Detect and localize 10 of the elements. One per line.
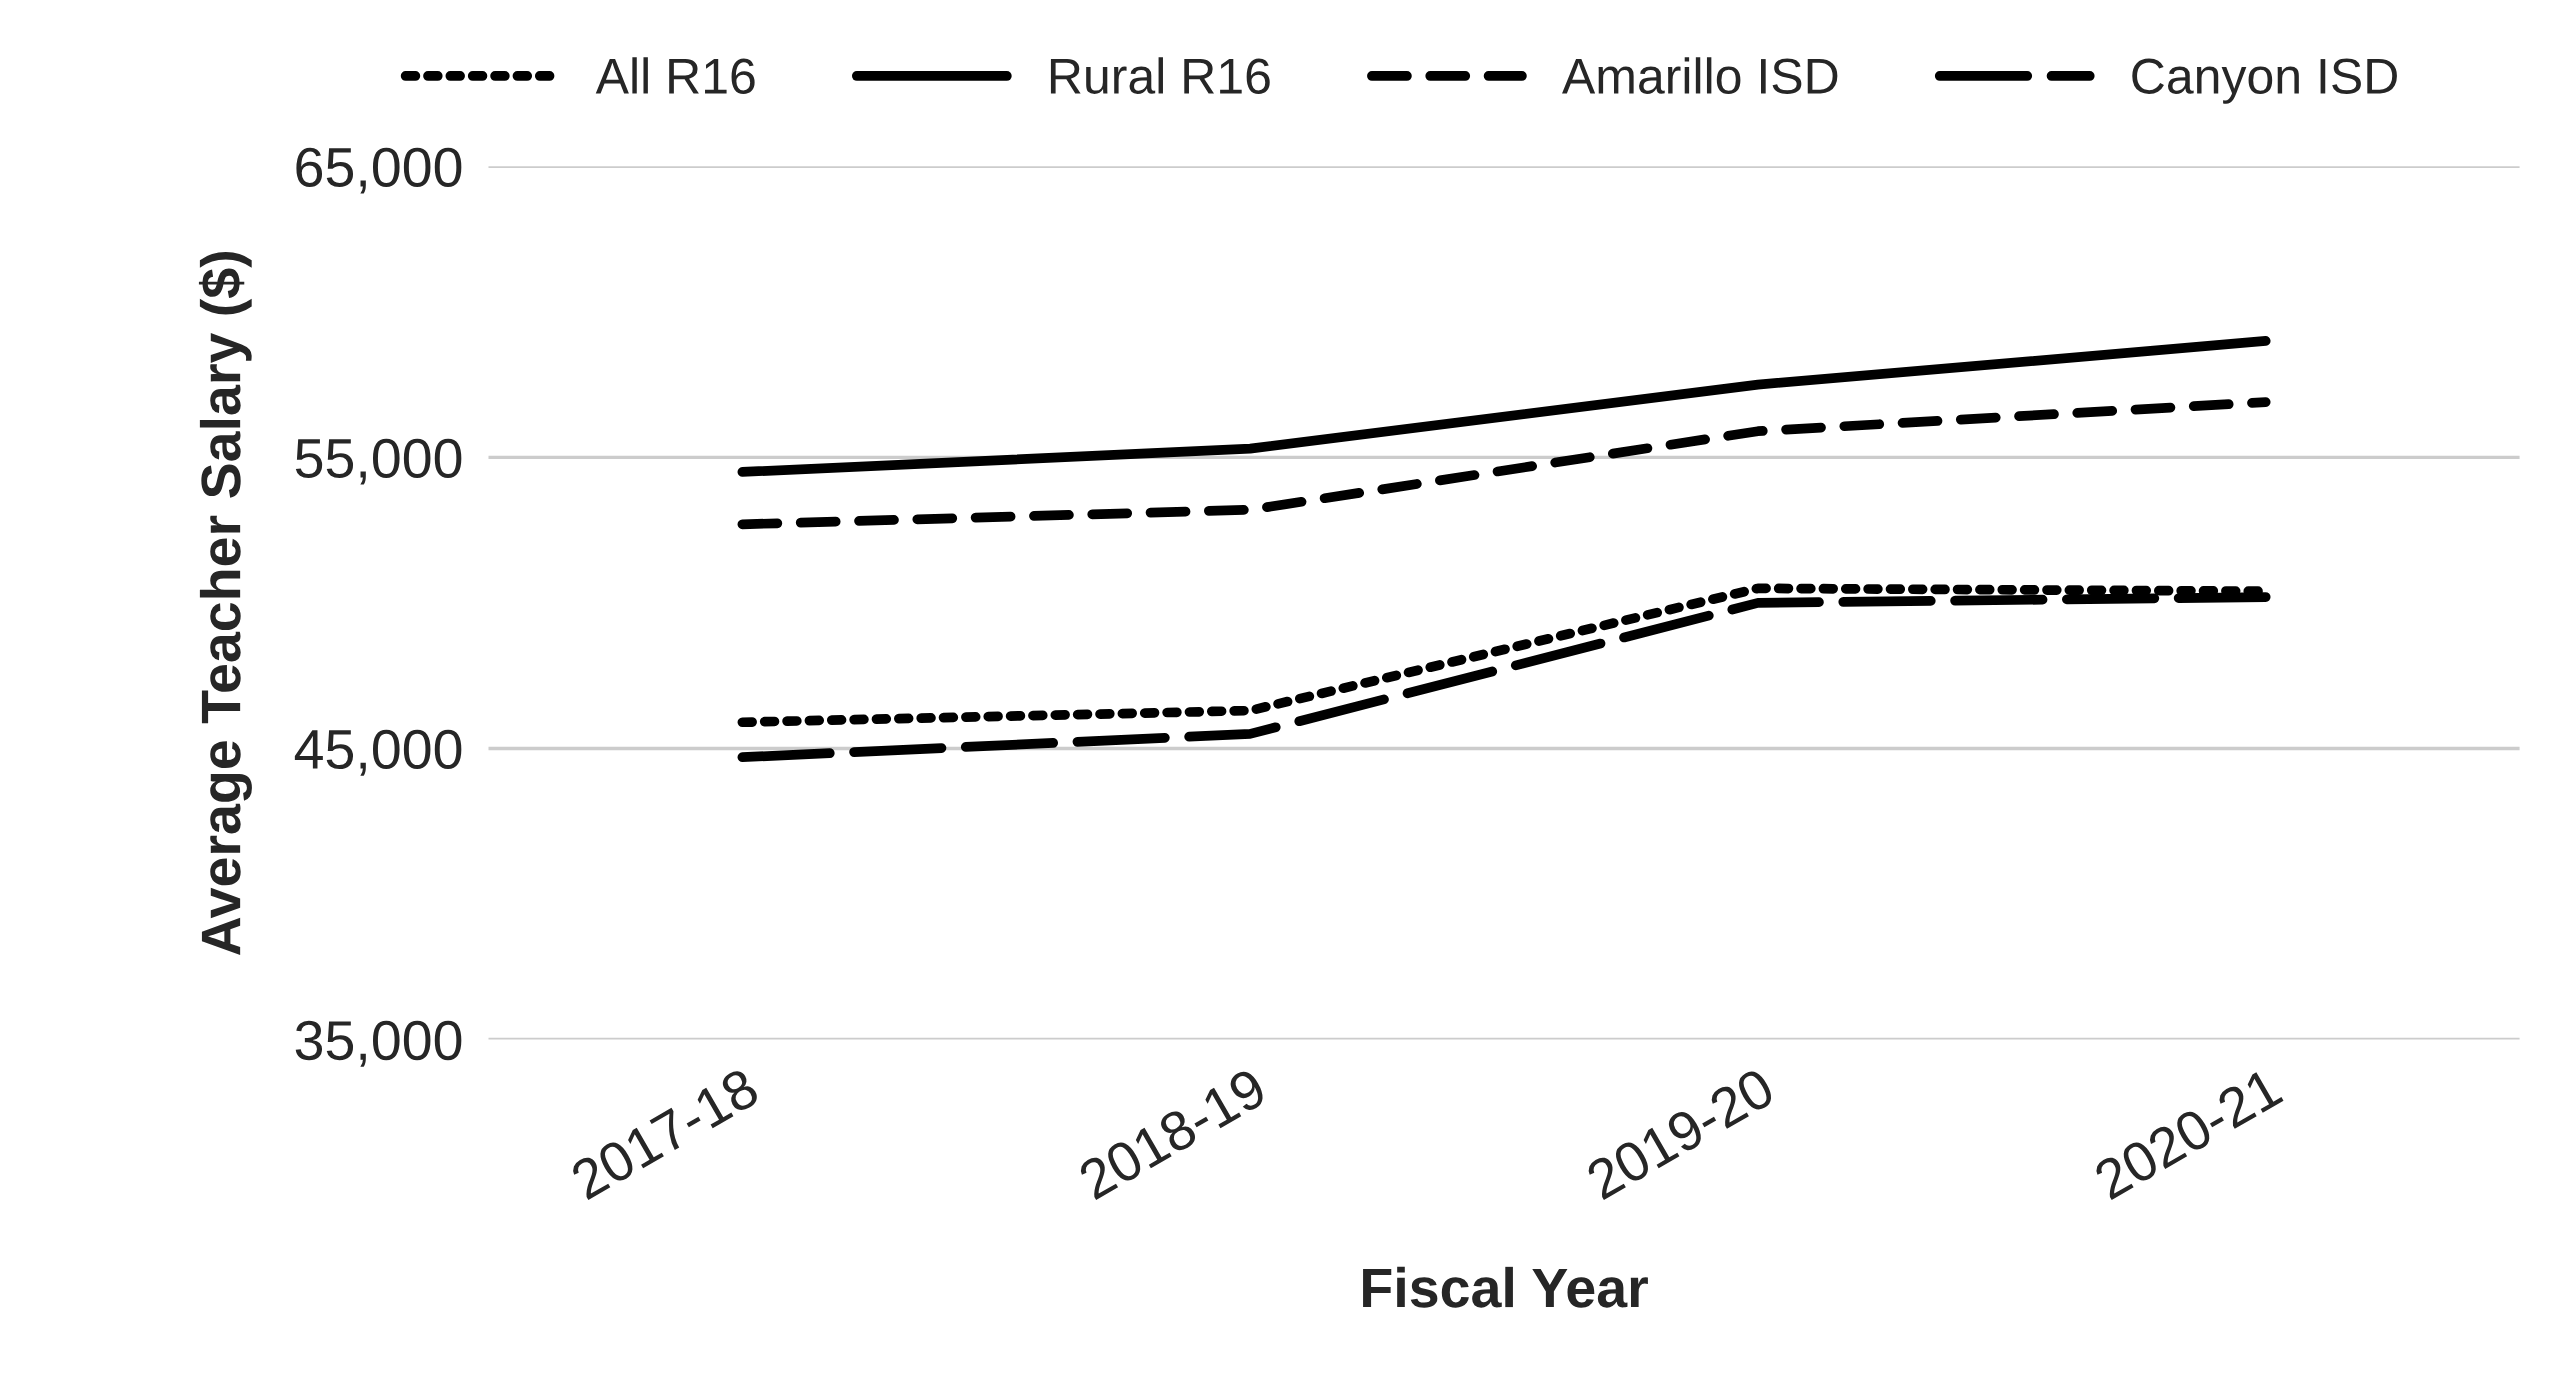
x-axis-title: Fiscal Year xyxy=(1363,1266,1648,1308)
legend-label: Rural R16 xyxy=(1050,57,1270,94)
y-tick-label: 45,000 xyxy=(294,729,462,776)
y-tick-label: 55,000 xyxy=(295,438,462,485)
legend-label: Amarillo ISD xyxy=(1562,57,1838,94)
y-tick-label: 35,000 xyxy=(295,1020,462,1067)
legend-label: All R16 xyxy=(595,57,755,94)
y-tick-label: 65,000 xyxy=(296,147,462,194)
legend-label: Canyon ISD xyxy=(2132,58,2397,104)
y-axis-title: Average Teacher Salary ($) xyxy=(198,252,252,956)
